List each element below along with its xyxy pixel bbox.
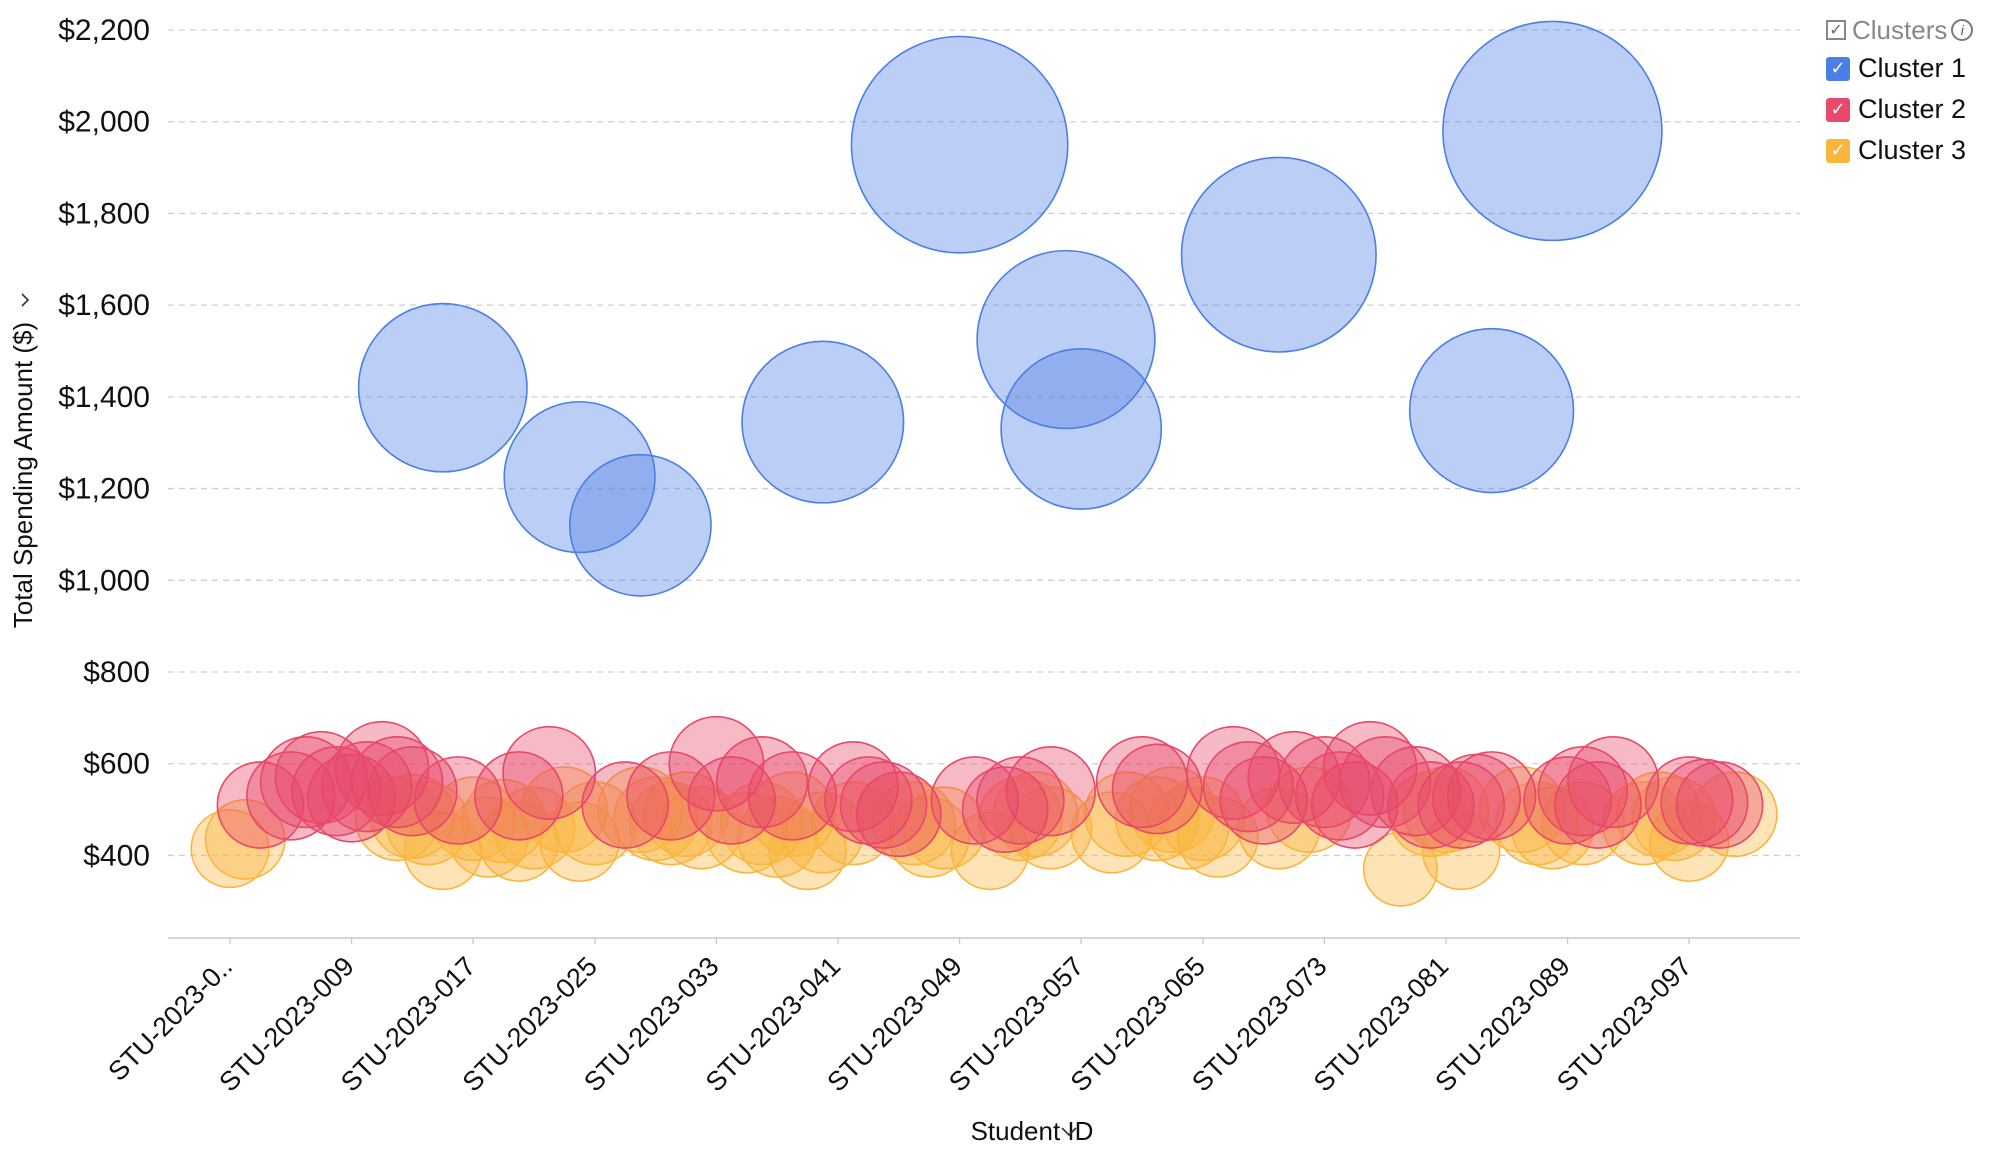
legend-item-cluster-3[interactable]: ✓ Cluster 3 — [1826, 130, 1992, 171]
y-tick-label: $400 — [83, 839, 150, 872]
x-axis-title[interactable]: Student ID — [971, 1116, 1094, 1146]
bubble[interactable] — [1601, 781, 1686, 866]
legend-checkbox-icon[interactable]: ✓ — [1826, 56, 1850, 81]
bubble[interactable] — [1567, 735, 1660, 829]
legend-item-label: Cluster 3 — [1858, 135, 1967, 165]
y-axis-title-text: Total Spending Amount ($) — [8, 322, 38, 628]
bubble[interactable] — [190, 809, 270, 889]
bubble[interactable] — [581, 761, 670, 849]
bubble[interactable] — [1339, 735, 1432, 829]
series-cluster-3 — [190, 766, 1778, 907]
y-tick-label: $1,600 — [58, 289, 150, 322]
bubble[interactable] — [1537, 746, 1629, 837]
x-axis-ticks: STU-2023-0..STU-2023-009STU-2023-017STU-… — [102, 938, 1697, 1097]
bubble[interactable] — [1675, 761, 1764, 849]
y-tick-label: $600 — [83, 748, 150, 781]
bubble[interactable] — [930, 756, 1020, 845]
bubble[interactable] — [1421, 811, 1501, 891]
y-tick-label: $2,200 — [58, 14, 150, 47]
bubble[interactable] — [850, 35, 1069, 254]
y-tick-label: $2,000 — [58, 106, 150, 139]
y-axis-title[interactable]: Total Spending Amount ($) — [8, 322, 38, 628]
bubble[interactable] — [1495, 781, 1580, 866]
y-tick-label: $1,200 — [58, 473, 150, 506]
bubble[interactable] — [961, 766, 1049, 853]
bubble-chart: $400 $600 $800 $1,000 $1,200 $1,400 $1,600 $1,8… — [8, 14, 1800, 1146]
y-axis-ticks: $400 $600 $800 $1,000 $1,200 $1,400 $1,600 $1,8… — [58, 14, 150, 872]
bubble[interactable] — [1009, 786, 1093, 870]
bubble[interactable] — [367, 746, 458, 837]
legend-checkbox-icon[interactable]: ✓ — [1826, 138, 1850, 163]
bubble[interactable] — [781, 791, 864, 874]
bubble[interactable] — [1294, 751, 1385, 841]
bubble[interactable] — [1000, 348, 1163, 510]
bubble[interactable] — [950, 811, 1030, 891]
bubble[interactable] — [1510, 786, 1594, 870]
bubble[interactable] — [1446, 751, 1537, 841]
bubble[interactable] — [1442, 20, 1663, 242]
bubble[interactable] — [321, 741, 413, 833]
legend-checkbox-icon[interactable]: ✓ — [1826, 97, 1850, 122]
bubble[interactable] — [503, 400, 656, 554]
series-cluster-1 — [357, 20, 1663, 597]
bubble[interactable] — [351, 735, 444, 829]
bubble[interactable] — [687, 756, 776, 845]
bubble[interactable] — [807, 741, 899, 833]
bubble[interactable] — [977, 776, 1063, 862]
bubble[interactable] — [871, 781, 957, 866]
bubble[interactable] — [1648, 801, 1730, 882]
bubble[interactable] — [1417, 761, 1506, 849]
bubble[interactable] — [628, 781, 713, 866]
y-axis-dropdown-chevron-icon[interactable] — [21, 293, 30, 307]
bubble[interactable] — [839, 761, 928, 849]
info-icon[interactable]: i — [1951, 19, 1974, 41]
bubble[interactable] — [976, 249, 1156, 430]
legend: ✓ Clusters i ✓ Cluster 1 ✓ Cluster 2 ✓ Cluste… — [1826, 12, 1992, 171]
bubble[interactable] — [1322, 720, 1418, 816]
y-tick-label: $800 — [83, 656, 150, 689]
bubble[interactable] — [1177, 796, 1259, 878]
bubble[interactable] — [741, 340, 905, 504]
legend-item-cluster-2[interactable]: ✓ Cluster 2 — [1826, 89, 1992, 130]
x-axis-dropdown-chevron-icon[interactable] — [1061, 1127, 1077, 1137]
bubble[interactable] — [1278, 735, 1371, 829]
legend-header[interactable]: ✓ Clusters i — [1826, 12, 1992, 48]
legend-item-cluster-1[interactable]: ✓ Cluster 1 — [1826, 48, 1992, 89]
legend-select-all-checkbox-icon[interactable]: ✓ — [1826, 20, 1846, 40]
bubble[interactable] — [705, 791, 788, 874]
bubble[interactable] — [1523, 756, 1612, 845]
x-tick-label: STU-2023-0.. — [102, 951, 238, 1087]
bubble[interactable] — [1005, 746, 1097, 837]
bubble[interactable] — [447, 796, 530, 878]
series-cluster-2 — [216, 715, 1764, 858]
bubble[interactable] — [291, 746, 382, 837]
y-tick-label: $1,000 — [58, 564, 150, 597]
legend-item-label: Cluster 2 — [1858, 94, 1967, 124]
legend-title: Clusters — [1852, 14, 1948, 45]
bubble[interactable] — [855, 771, 942, 858]
bubble[interactable] — [1615, 771, 1702, 858]
bubble[interactable] — [413, 756, 503, 845]
bubble[interactable] — [1265, 766, 1353, 853]
bubble[interactable] — [568, 453, 712, 597]
bubble[interactable] — [976, 756, 1065, 845]
bubble[interactable] — [747, 751, 838, 841]
bubble[interactable] — [1111, 743, 1203, 835]
bubble[interactable] — [719, 781, 805, 866]
legend-item-label: Cluster 1 — [1858, 53, 1967, 83]
y-tick-label: $1,400 — [58, 381, 150, 414]
bubble[interactable] — [492, 786, 576, 870]
bubble[interactable] — [768, 811, 847, 891]
bubble[interactable] — [1408, 327, 1575, 494]
bubble-layer — [190, 20, 1778, 907]
bubble[interactable] — [403, 811, 483, 891]
bubble[interactable] — [216, 761, 305, 849]
bubble[interactable] — [357, 302, 528, 473]
y-tick-label: $1,800 — [58, 197, 150, 230]
legend-items: ✓ Cluster 1 ✓ Cluster 2 ✓ Cluster 3 — [1826, 48, 1992, 171]
bubble[interactable] — [1180, 156, 1377, 353]
bubble[interactable] — [1386, 761, 1475, 849]
